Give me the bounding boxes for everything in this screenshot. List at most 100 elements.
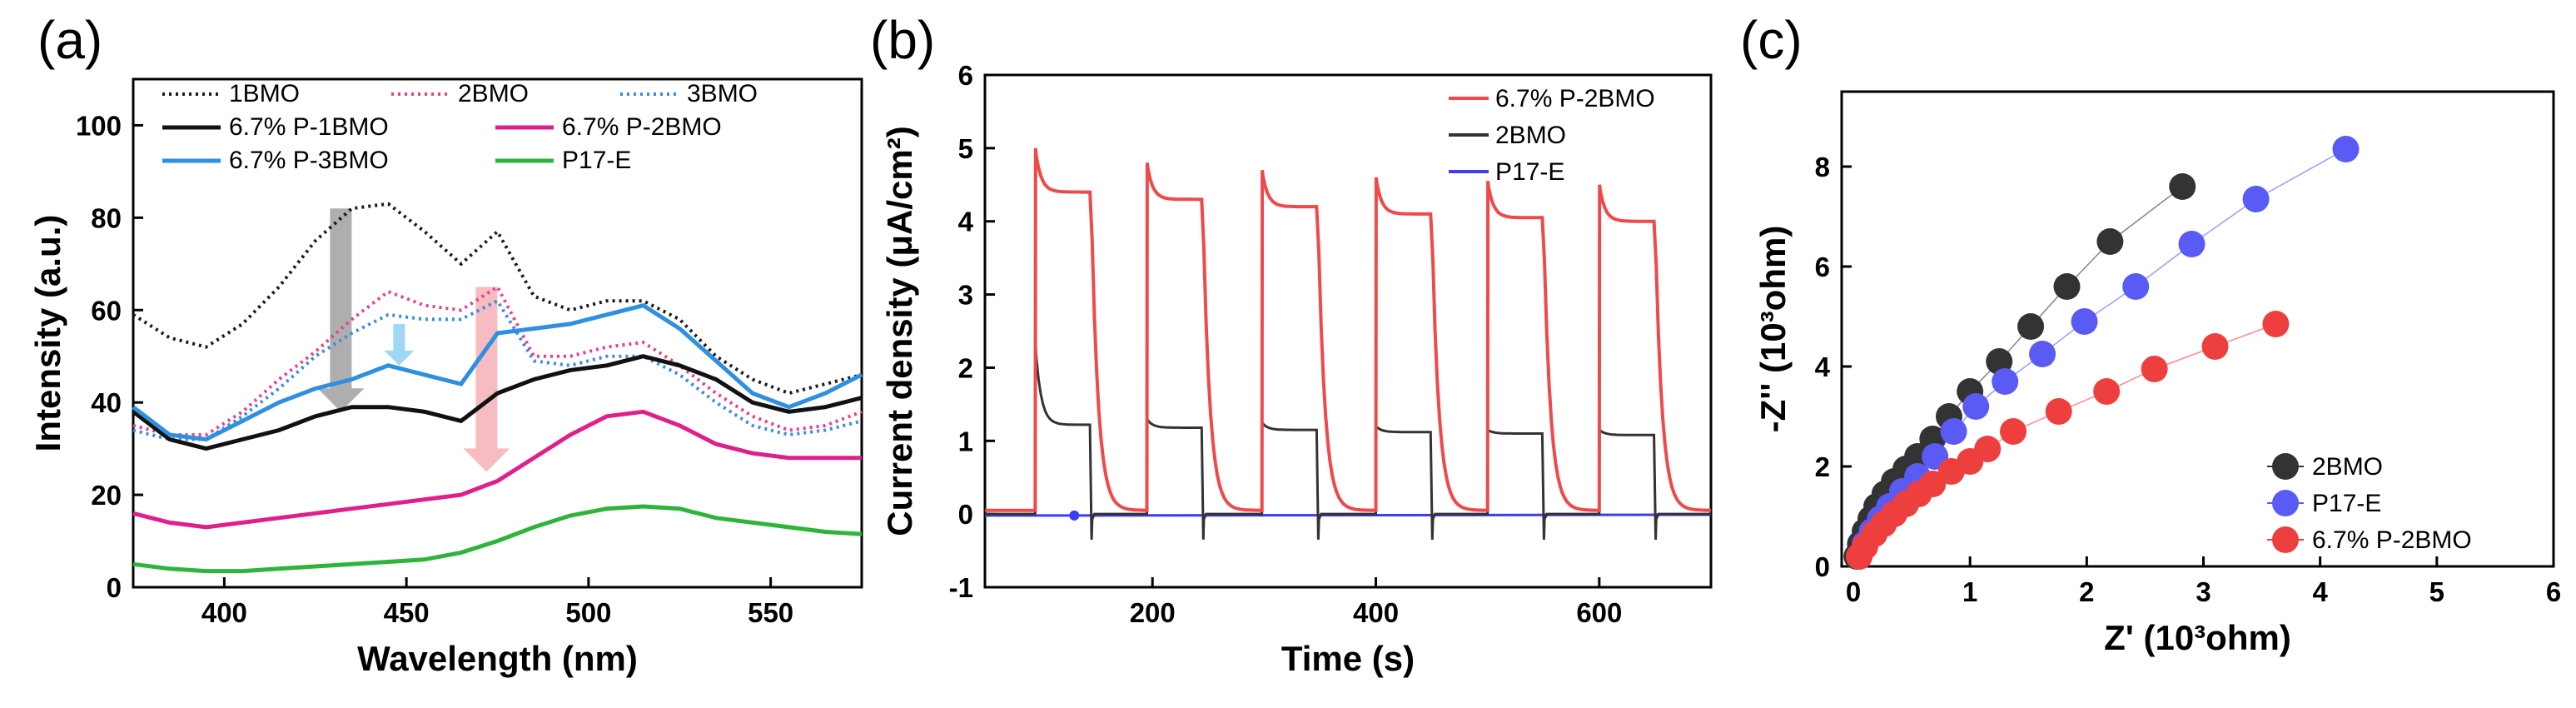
panel-c-data-point	[1962, 393, 1990, 420]
panel-b-legend-label: 6.7% P-2BMO	[1495, 85, 1655, 112]
panel-b-x-tick-label: 600	[1576, 597, 1622, 628]
panel-b-plot-frame	[983, 73, 1713, 589]
panel-a-legend-label: 6.7% P-1BMO	[229, 113, 389, 141]
panel-c-data-point	[2045, 398, 2072, 425]
panel-c-data-point	[2201, 333, 2229, 360]
panel-a-y-tick-label: 60	[91, 295, 122, 326]
panel-b-y-tick-label: 4	[958, 207, 974, 237]
panel-b-series-line	[985, 342, 1711, 540]
panel-b-x-axis-title: Time (s)	[1281, 639, 1415, 678]
panel-a-legend-label: P17-E	[562, 147, 631, 174]
panel-a-series-line	[132, 202, 863, 396]
panel-a-x-tick-label: 550	[748, 597, 793, 628]
panel-a-x-tick-label: 400	[201, 597, 247, 628]
panel-b-legend-label: P17-E	[1495, 158, 1564, 186]
panel-c-data-point	[2096, 228, 2124, 255]
panel-c-letter: (c)	[1740, 10, 1803, 70]
panel-a-legend-label: 1BMO	[229, 80, 300, 107]
panel-a-series-line	[132, 303, 863, 442]
panel-a-y-tick-label: 20	[91, 480, 122, 511]
panel-c-legend-swatch	[2272, 490, 2299, 516]
panel-c-data-point	[1940, 418, 1967, 445]
panel-b-chart: 200 400 600 -1 0 1 2 3 4 5 6 Time (s) Current densit…	[880, 60, 1713, 678]
panel-c-data-point	[2093, 378, 2121, 405]
panel-c-data-point	[2262, 311, 2290, 337]
panel-c-data-point	[2169, 173, 2196, 200]
panel-c-y-tick-label: 6	[1815, 252, 1830, 282]
panel-c-data-point	[2000, 418, 2027, 445]
panel-c-data-point	[2071, 308, 2098, 335]
panel-a-legend-label: 6.7% P-2BMO	[562, 113, 722, 141]
panel-c-x-tick-label: 5	[2429, 576, 2444, 607]
panel-a-legend-label: 2BMO	[458, 80, 529, 107]
panel-a-y-tick-label: 100	[76, 110, 122, 141]
panel-c-x-tick-label: 6	[2546, 576, 2561, 607]
panel-b-y-tick-label: 1	[958, 426, 973, 456]
panel-a-y-tick-label: 80	[91, 202, 122, 233]
panel-b-y-tick-label: 5	[958, 133, 973, 164]
panel-b-y-tick-label: 6	[958, 60, 973, 91]
panel-c-y-tick-label: 4	[1815, 352, 1831, 382]
panel-c-data-point	[2122, 273, 2150, 300]
panel-b-x-tick-label: 400	[1353, 597, 1399, 628]
panel-a-series-line	[132, 354, 863, 451]
panel-c-data-point	[1974, 436, 2002, 462]
panel-b-legend-label: 2BMO	[1495, 122, 1566, 149]
panel-c-data-point	[1992, 368, 2019, 395]
panel-c-x-tick-label: 3	[2196, 576, 2210, 607]
panel-c-y-tick-label: 8	[1815, 152, 1830, 182]
panel-a-annotation-arrow	[463, 287, 510, 472]
panel-a-series-line	[132, 298, 863, 441]
panel-c-y-axis-title: -Z'' (10³ohm)	[1753, 226, 1793, 433]
panel-c-y-tick-label: 0	[1815, 551, 1830, 582]
panel-c-legend-swatch	[2272, 453, 2299, 480]
panel-b-y-tick-label: 2	[958, 352, 973, 383]
panel-b-marker-point	[1069, 510, 1080, 521]
panel-c-x-tick-label: 4	[2312, 576, 2328, 607]
panel-a-x-tick-label: 500	[565, 597, 611, 628]
panel-a-x-tick-label: 450	[384, 597, 430, 628]
panel-a-legend-label: 3BMO	[687, 80, 758, 107]
panel-b-letter: (b)	[870, 10, 935, 70]
panel-a-series-line	[132, 284, 863, 436]
panel-a-letter: (a)	[37, 10, 102, 70]
panel-c-x-tick-label: 0	[1846, 576, 1861, 607]
panel-c-legend-label: 2BMO	[2312, 453, 2383, 481]
panel-b-y-axis-title: Current density (μA/cm²)	[880, 126, 919, 536]
panel-a-y-tick-label: 40	[91, 387, 122, 418]
panel-c-legend-label: 6.7% P-2BMO	[2312, 526, 2472, 554]
panel-c-data-point	[2178, 231, 2206, 257]
panel-a-annotation-arrow	[384, 323, 415, 366]
panel-b-y-tick-label: 3	[958, 280, 973, 311]
panel-c-data-point	[2053, 273, 2081, 300]
panel-c-chart: 0 1 2 3 4 5 6 0 2 4 6 8 Z' (10³ohm) -Z'' (10³ohm) 2BMO…	[1753, 90, 2561, 657]
panel-c-plot-frame	[1840, 90, 2555, 568]
panel-c-data-point	[2242, 186, 2270, 212]
panel-c-data-point	[2332, 136, 2360, 162]
panel-b-x-tick-label: 200	[1130, 597, 1176, 628]
panel-c-data-point	[1919, 471, 1947, 497]
panel-c-x-tick-label: 2	[2079, 576, 2094, 607]
panel-c-y-tick-label: 2	[1815, 451, 1830, 482]
panel-a-y-tick-label: 0	[107, 572, 122, 603]
panel-a-legend-label: 6.7% P-3BMO	[229, 147, 389, 174]
panel-c-data-point	[2017, 313, 2045, 340]
panel-b-y-tick-label: -1	[949, 572, 973, 603]
panel-c-legend-swatch	[2272, 526, 2299, 553]
panel-c-data-point	[2029, 341, 2056, 367]
panel-a-plot-frame	[132, 77, 863, 589]
panel-c-data-point	[1986, 348, 2013, 375]
panel-a-chart: 400 450 500 550 0 20 40 60 80 100 Wavelength (nm) I…	[28, 77, 863, 678]
panel-c-x-tick-label: 1	[1962, 576, 1977, 607]
panel-c-x-axis-title: Z' (10³ohm)	[2104, 618, 2291, 657]
panel-c-data-point	[2141, 356, 2168, 382]
panel-a-annotation-arrow	[317, 208, 365, 412]
panel-a-series-line	[132, 409, 862, 530]
panel-b-y-tick-label: 0	[958, 499, 973, 530]
panel-a-series-line	[132, 504, 863, 574]
panel-b-series-line	[985, 147, 1712, 513]
panel-a-y-axis-title: Intensity (a.u.)	[28, 215, 67, 452]
panel-c-legend-label: P17-E	[2312, 490, 2381, 517]
panel-a-x-axis-title: Wavelength (nm)	[357, 639, 638, 678]
